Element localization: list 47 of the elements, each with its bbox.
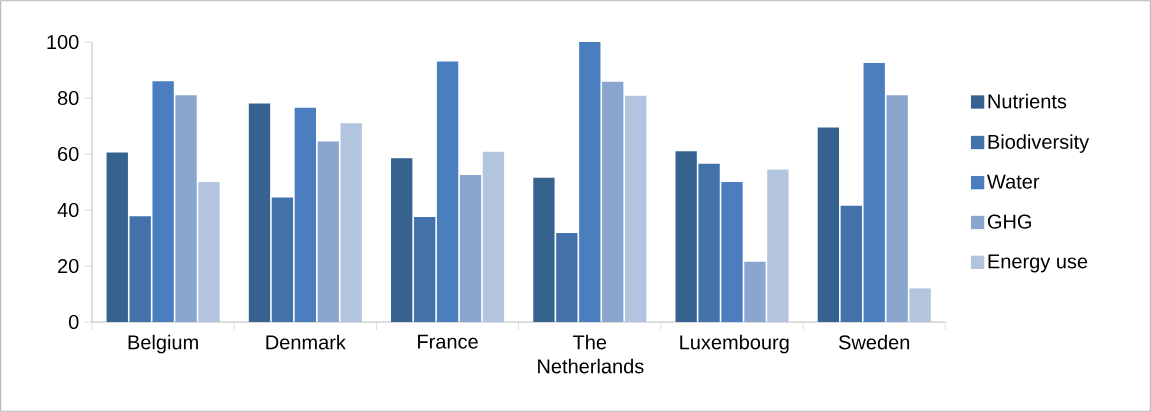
y-tick-label: 80 [57,90,79,106]
bar [198,182,220,322]
legend-label: Water [987,174,1040,189]
x-tick-label: Luxembourg [680,334,789,354]
x-tick-label: Belgium [128,334,198,354]
y-tick-label: 100 [47,34,79,50]
legend-label: Nutrients [988,93,1067,109]
bar [294,107,317,322]
bar [863,63,885,322]
bar [340,123,362,322]
y-tick-label: 0 [68,314,79,330]
bar [624,95,647,322]
bar [152,81,174,322]
x-tick-label: France [418,334,478,349]
legend-label: Biodiversity [988,134,1090,153]
bar [675,151,697,322]
y-tick-label: 40 [57,202,79,218]
bar [721,182,743,322]
bar [391,158,413,322]
bar [767,169,789,322]
bar [602,81,624,322]
bar [482,151,505,322]
bar [840,205,862,322]
bar [817,127,840,322]
bar [413,217,436,322]
bar [579,42,601,322]
bar [533,177,555,322]
bar [129,216,151,322]
bar [886,95,908,322]
legend-label: Energy use [988,254,1088,273]
x-tick-label: The Netherlands [538,334,644,374]
bar [698,163,720,322]
bar [248,103,271,322]
y-tick-label: 20 [58,258,79,274]
bar [909,288,931,322]
bar [106,152,128,322]
legend-label: GHG [987,214,1031,229]
bar [556,232,578,322]
bar [744,261,766,322]
x-tick-label: Denmark [266,334,346,350]
bar [175,95,197,322]
bar [459,175,482,322]
y-tick-label: 60 [58,146,79,162]
bar [271,197,294,322]
bar [317,141,339,322]
bar [436,61,459,322]
x-tick-label: Sweden [838,334,910,350]
